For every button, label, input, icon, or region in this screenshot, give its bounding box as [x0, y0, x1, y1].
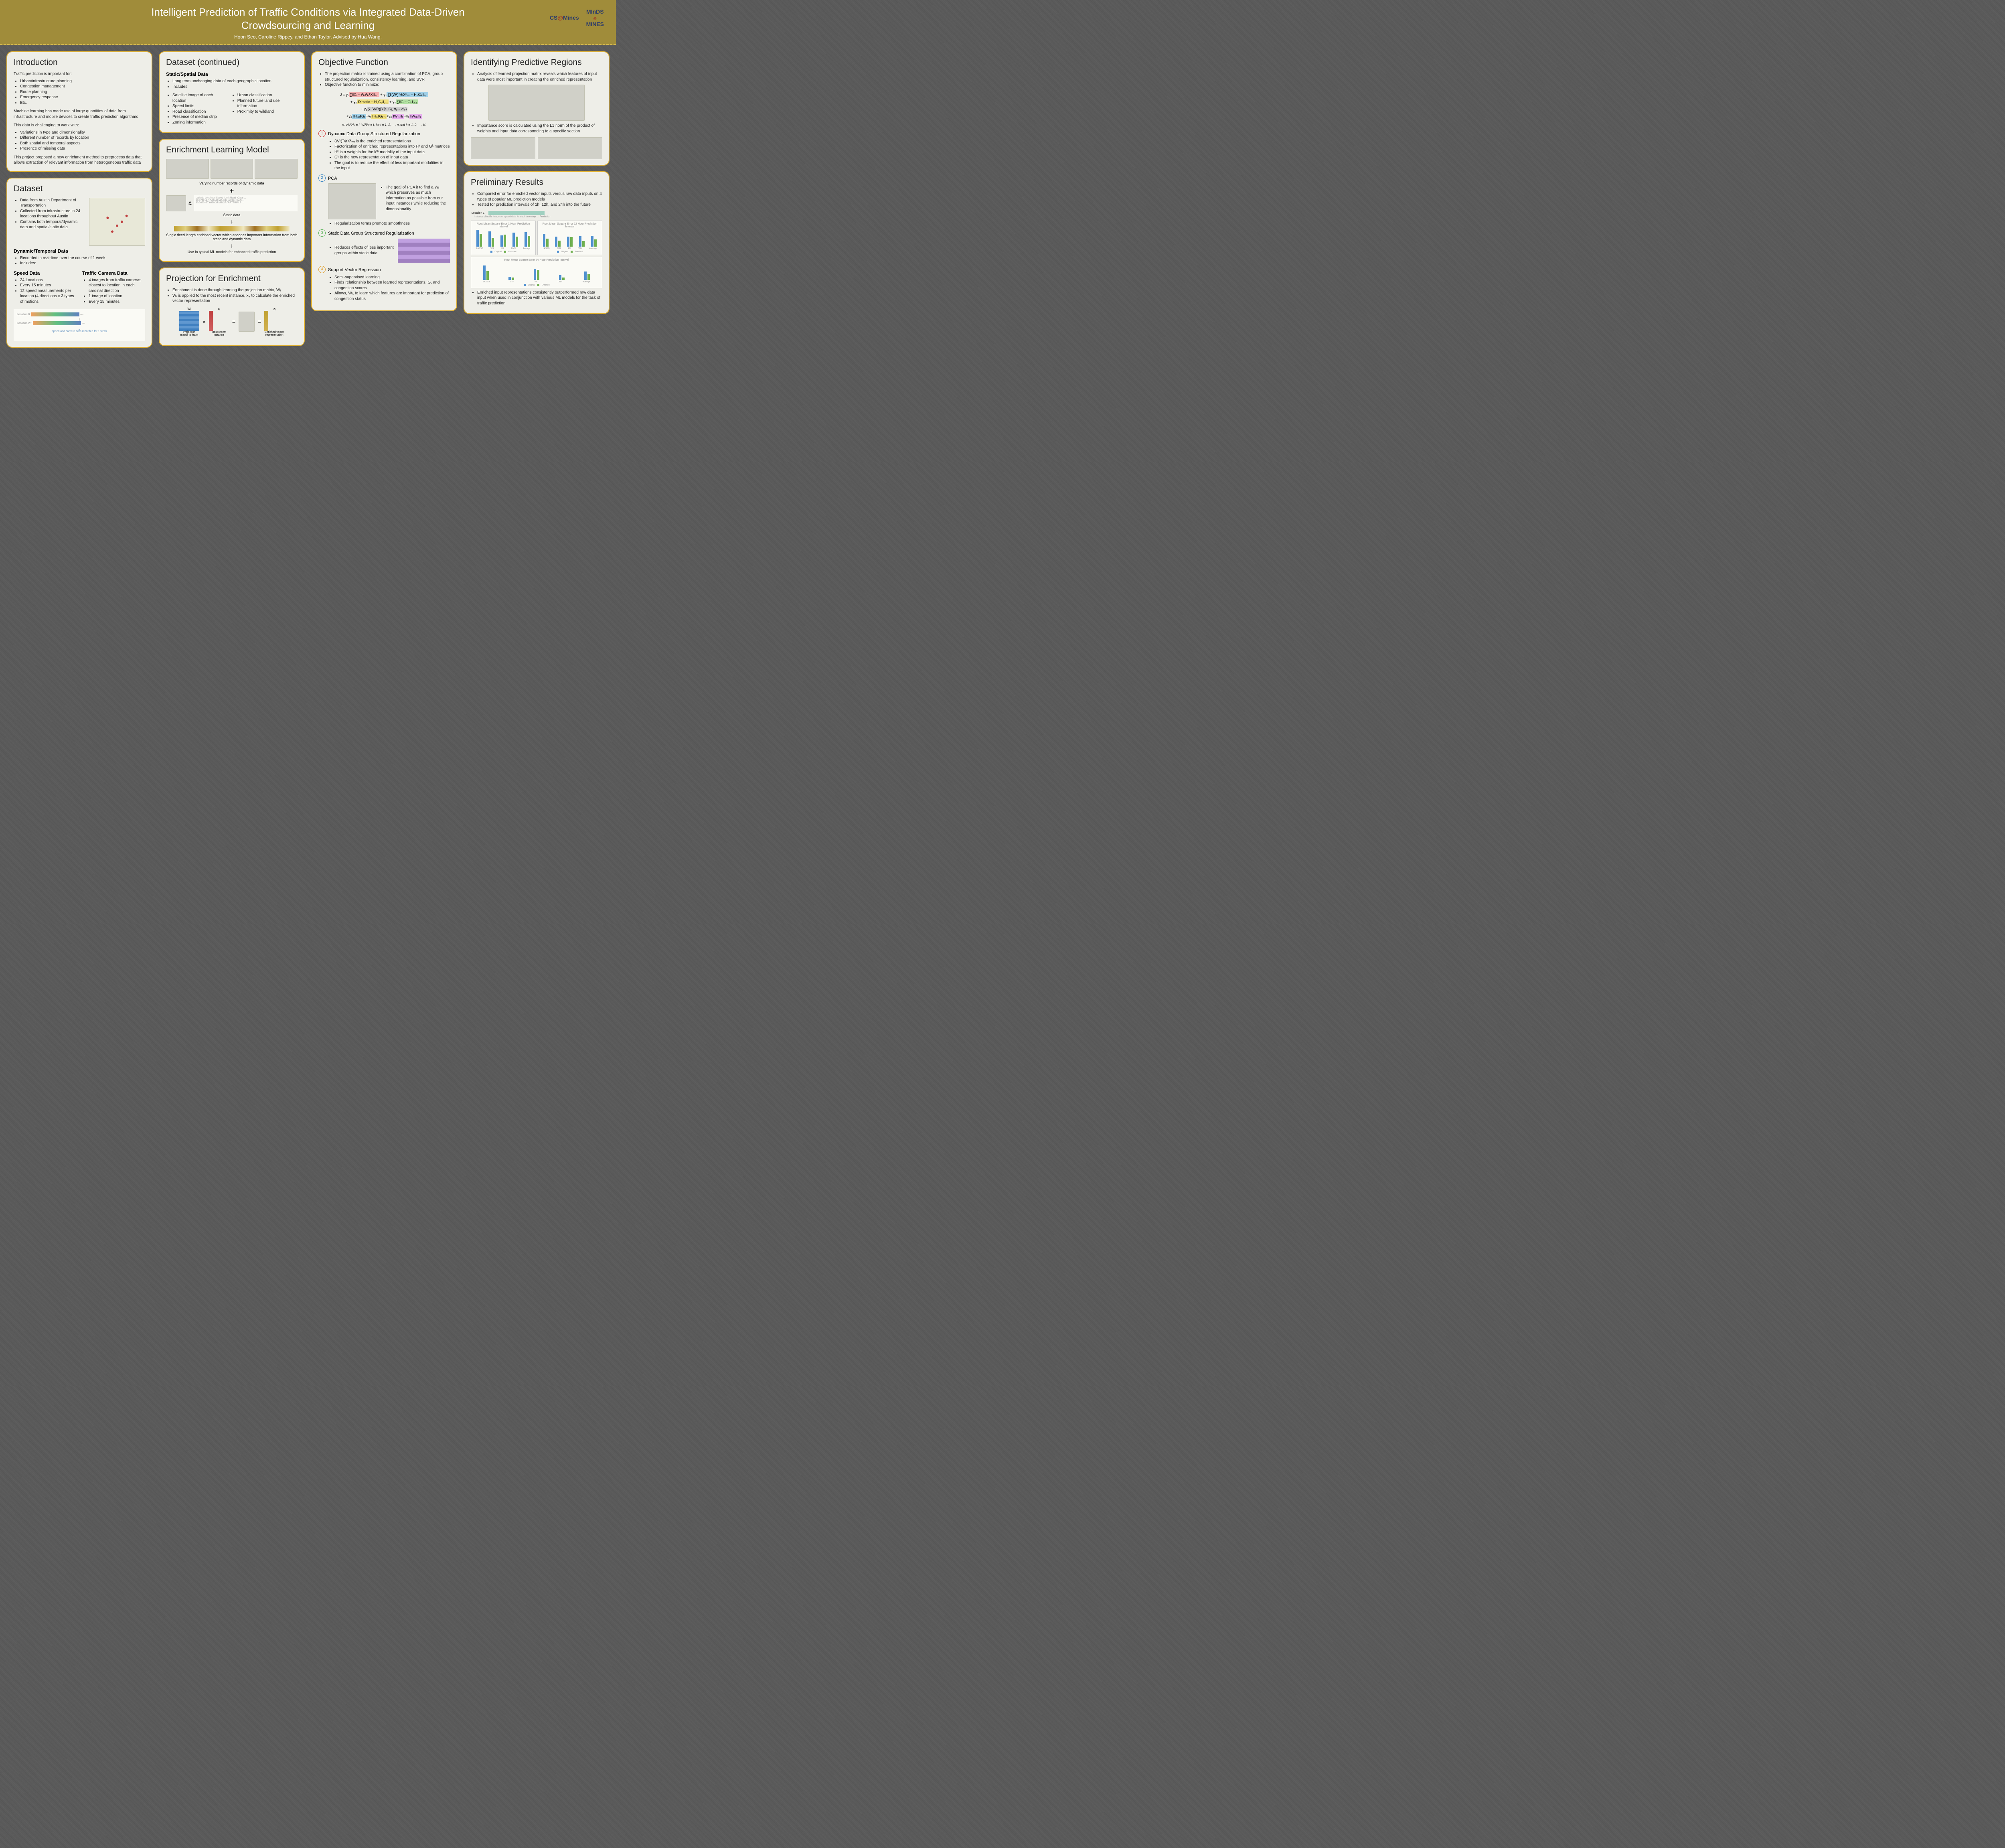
card-dataset-cont: Dataset (continued) Static/Spatial Data …	[159, 51, 305, 133]
pca-diagram	[328, 183, 376, 219]
chart-24h: Root Mean Square Error 24 Hour Predictio…	[471, 257, 602, 288]
static-grid-ph	[398, 239, 450, 263]
card-enrichment-model: Enrichment Learning Model Varying number…	[159, 139, 305, 262]
chart-12h: Root Mean Square Error 12 Hour Predictio…	[537, 221, 602, 255]
content-grid: Introduction Traffic prediction is impor…	[0, 45, 616, 354]
dynamic-data-diagram: Location 0: ▫▫▫ ⋮ Location 23: ▫▫▫ ⏟spee…	[14, 309, 145, 341]
card-objective: Objective Function The projection matrix…	[311, 51, 457, 311]
sec-pca: 2PCA The goal of PCA it to find a Wᵢ whi…	[318, 174, 450, 227]
col-4: Identifying Predictive Regions Analysis …	[464, 51, 610, 348]
objective-formula: J = γ₁∑‖Xᵢ − WᵢWᵢᵀXᵢ‖₂,₁ + γ₂∑‖(Wᵏ)ᵀ⊗Xᵏₘ…	[318, 91, 450, 120]
poster-header: Intelligent Prediction of Traffic Condit…	[0, 0, 616, 45]
region-heatmap-2	[538, 137, 602, 159]
projection-diagram: Wᵢ Projection matrix to learn × xᵢ Most …	[166, 307, 298, 336]
intro-list-1: Urban/infrastructure planningCongestion …	[14, 79, 145, 106]
dataset-title: Dataset	[14, 184, 145, 194]
sec-svr: 4Support Vector Regression Semi-supervis…	[318, 266, 450, 302]
h-dynamic: Dynamic/Temporal Data	[14, 248, 145, 254]
enriched-vector-bar	[174, 226, 290, 231]
card-regions: Identifying Predictive Regions Analysis …	[464, 51, 610, 166]
logo-cs-mines: CS@Mines	[550, 15, 579, 21]
poster-title: Intelligent Prediction of Traffic Condit…	[148, 6, 468, 32]
card-projection: Projection for Enrichment Enrichment is …	[159, 267, 305, 346]
intro-list-2: Variations in type and dimensionalityDif…	[14, 130, 145, 152]
card-dataset: Dataset Data from Austin Department of T…	[6, 178, 152, 348]
col-2: Dataset (continued) Static/Spatial Data …	[159, 51, 305, 348]
region-heatmap-1	[471, 137, 535, 159]
col-3: Objective Function The projection matrix…	[311, 51, 457, 348]
sec-dynamic-reg: 1Dynamic Data Group Structured Regulariz…	[318, 130, 450, 171]
intro-title: Introduction	[14, 58, 145, 67]
map-placeholder	[89, 198, 145, 246]
dynamic-imgs	[166, 159, 298, 179]
static-table-ph: Latitude Longitude Speed_Limit Road_Clas…	[194, 195, 298, 211]
region-diagram	[488, 85, 585, 121]
col-1: Introduction Traffic prediction is impor…	[6, 51, 152, 348]
logos: CS@Mines MInDS @ MINES	[550, 9, 604, 27]
logo-minds: MInDS @ MINES	[586, 9, 604, 27]
card-introduction: Introduction Traffic prediction is impor…	[6, 51, 152, 172]
sec-static-reg: 3Static Data Group Structured Regulariza…	[318, 229, 450, 262]
authors: Hoon Seo, Caroline Rippey, and Ethan Tay…	[12, 34, 604, 40]
chart-1h: Root Mean Square Error 1 Hour Prediction…	[471, 221, 536, 255]
card-results: Preliminary Results Compared error for e…	[464, 171, 610, 314]
